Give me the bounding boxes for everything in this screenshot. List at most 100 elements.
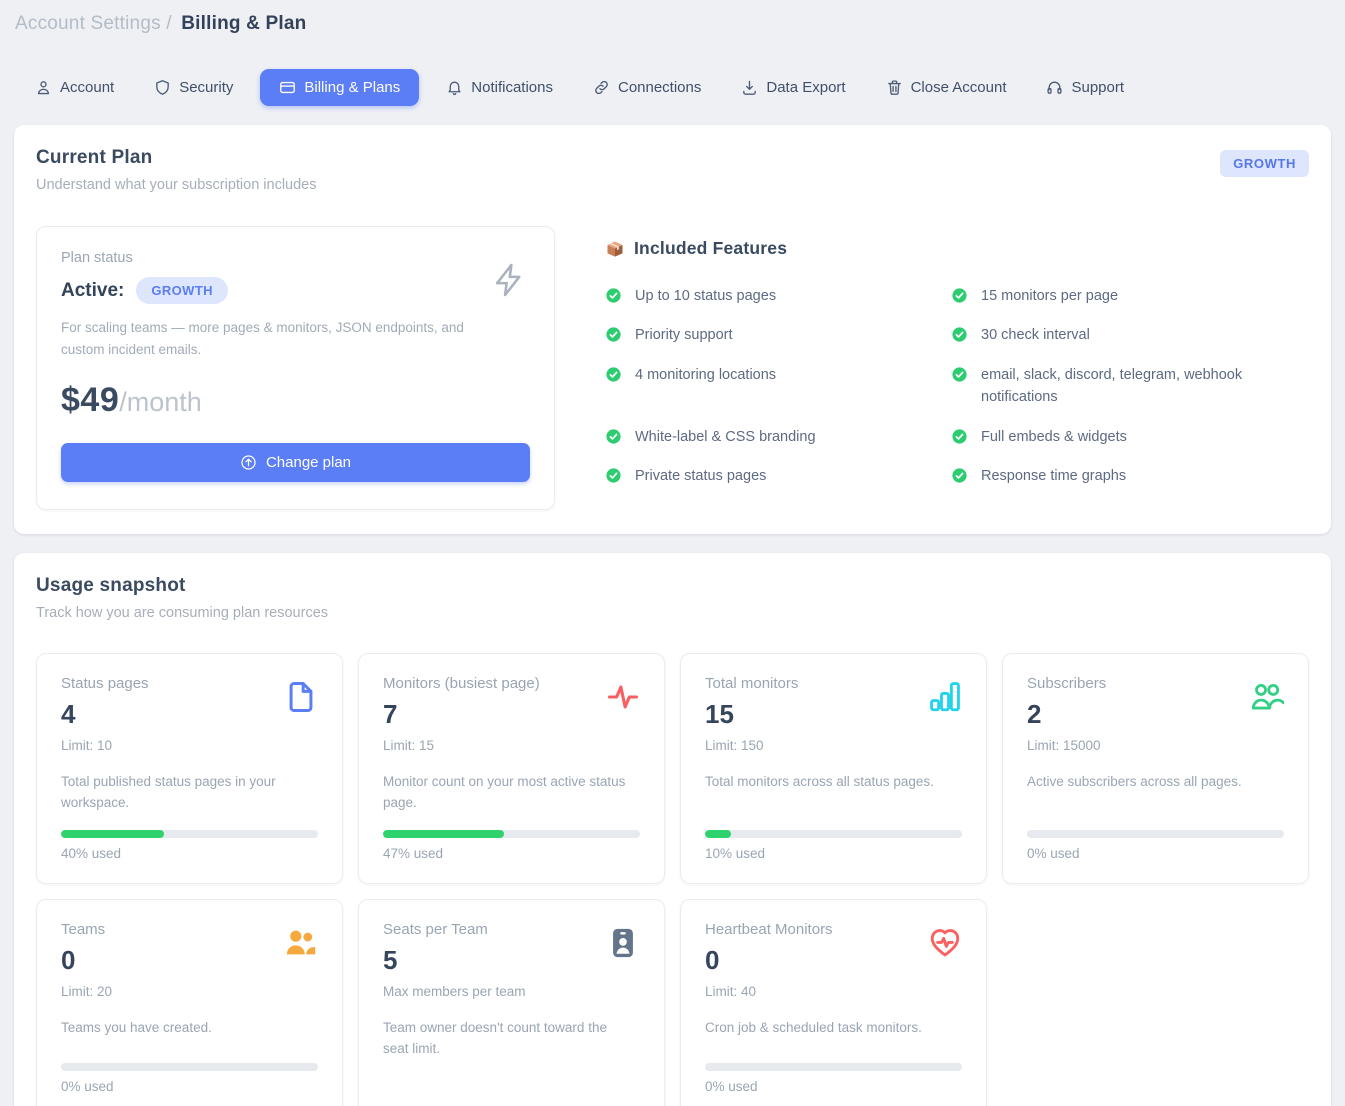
- usage-card-value: 4: [61, 699, 76, 729]
- progress-track: [61, 829, 318, 838]
- usage-percent-label: 47% used: [383, 845, 444, 861]
- feature-label: Private status pages: [635, 468, 767, 485]
- tab-support[interactable]: Support: [1033, 70, 1137, 105]
- usage-progress: 0% used: [705, 1047, 962, 1094]
- usage-card-title: Heartbeat Monitors: [705, 920, 833, 938]
- feature-label: email, slack, discord, telegram, webhook…: [981, 366, 1243, 406]
- tab-billing-plans[interactable]: Billing & Plans: [260, 69, 420, 106]
- id-badge-icon: [606, 926, 640, 960]
- usage-card-seats-per-team: Seats per Team 5 Max members per team Team …: [358, 898, 665, 1106]
- feature-item: 15 monitors per page: [951, 285, 1309, 307]
- check-circle-icon: [951, 428, 968, 445]
- bar-chart-icon: [928, 680, 962, 714]
- usage-header-text: Usage snapshot Track how you are consumi…: [36, 575, 328, 621]
- current-plan-header-text: Current Plan Understand what your subscr…: [36, 147, 316, 193]
- usage-header: Usage snapshot Track how you are consumi…: [36, 575, 1309, 621]
- progress-fill: [61, 829, 164, 838]
- usage-card-monitors-busiest-page: Monitors (busiest page) 7 Limit: 15 Monitor…: [358, 653, 665, 884]
- usage-card-limit: Max members per team: [383, 983, 526, 999]
- plan-price-amount: $49: [61, 381, 120, 420]
- feature-item: Full embeds & widgets: [951, 426, 1309, 448]
- tab-close-account[interactable]: Close Account: [873, 70, 1020, 105]
- team-icon: [284, 926, 318, 960]
- usage-card-description: Cron job & scheduled task monitors.: [705, 1019, 922, 1035]
- usage-card-status-pages: Status pages 4 Limit: 10 Total published st…: [36, 653, 343, 884]
- feature-item: 4 monitoring locations: [605, 364, 951, 409]
- usage-card-description: Total monitors across all status pages.: [705, 774, 934, 789]
- feature-label: Priority support: [635, 327, 733, 344]
- usage-card-description: Teams you have created.: [61, 1019, 212, 1035]
- feature-label: White-label & CSS branding: [635, 428, 816, 445]
- plan-description: For scaling teams — more pages & monitor…: [61, 320, 464, 357]
- change-plan-label: Change plan: [265, 454, 352, 472]
- usage-card-total-monitors: Total monitors 15 Limit: 150 Total monitors…: [680, 653, 987, 884]
- usage-cards-grid: Status pages 4 Limit: 10 Total published st…: [36, 653, 1309, 1106]
- tab-notifications[interactable]: Notifications: [433, 70, 566, 105]
- feature-label: 30 check interval: [981, 327, 1090, 344]
- tab-label: Support: [1071, 79, 1125, 96]
- usage-card-title: Subscribers: [1027, 675, 1107, 692]
- usage-progress: 47% used: [383, 814, 640, 861]
- feature-label: 15 monitors per page: [981, 288, 1119, 304]
- plan-status-badge: GROWTH: [136, 277, 228, 304]
- feature-item: Priority support: [605, 324, 951, 346]
- current-plan-title: Current Plan: [36, 147, 153, 168]
- check-circle-icon: [605, 287, 622, 304]
- feature-item: 30 check interval: [951, 324, 1309, 346]
- plan-price-period: /month: [119, 387, 202, 418]
- usage-card-limit: Limit: 20: [61, 983, 113, 999]
- usage-card-teams: Teams 0 Limit: 20 Teams you have created. 0%…: [36, 898, 343, 1106]
- usage-card-description: Team owner doesn't count toward the seat…: [383, 1019, 607, 1056]
- tab-label: Data Export: [766, 79, 846, 96]
- tab-security[interactable]: Security: [141, 70, 246, 105]
- tab-connections[interactable]: Connections: [580, 70, 714, 105]
- usage-percent-label: 0% used: [61, 1078, 114, 1094]
- settings-tab-bar: Account Security Billing & Plans Notificati…: [22, 69, 1345, 106]
- usage-snapshot-panel: Usage snapshot Track how you are consumi…: [14, 553, 1331, 1106]
- feature-item: Response time graphs: [951, 465, 1309, 487]
- check-circle-icon: [951, 366, 968, 383]
- headset-icon: [1046, 79, 1063, 96]
- usage-card-limit: Limit: 15: [383, 738, 435, 753]
- tab-account[interactable]: Account: [22, 70, 127, 105]
- breadcrumb: Account Settings / Billing & Plan: [0, 0, 1345, 35]
- progress-track: [61, 1062, 318, 1071]
- usage-card-heartbeat-monitors: Heartbeat Monitors 0 Limit: 40 Cron job & s…: [680, 898, 987, 1106]
- bell-icon: [446, 79, 463, 96]
- tab-label: Billing & Plans: [304, 79, 401, 96]
- usage-title: Usage snapshot: [36, 575, 186, 596]
- trash-icon: [886, 79, 903, 96]
- activity-icon: [606, 680, 640, 714]
- plan-price: $49 /month: [61, 381, 530, 420]
- usage-percent-label: 10% used: [705, 845, 766, 861]
- change-plan-button[interactable]: Change plan: [61, 443, 530, 483]
- tab-label: Notifications: [471, 79, 553, 96]
- usage-card-value: 0: [61, 944, 76, 975]
- tab-data-export[interactable]: Data Export: [728, 70, 858, 105]
- progress-fill: [383, 829, 504, 838]
- usage-progress: 0% used: [61, 1047, 318, 1094]
- tab-label: Security: [179, 79, 234, 96]
- included-features-header: Included Features: [605, 238, 1309, 259]
- plan-tier-badge: GROWTH: [1220, 150, 1309, 177]
- usage-card-value: 0: [705, 944, 720, 975]
- progress-track: [705, 1062, 962, 1071]
- current-plan-subtitle: Understand what your subscription includ…: [36, 177, 317, 193]
- usage-card-title: Monitors (busiest page): [383, 675, 540, 692]
- breadcrumb-section[interactable]: Account Settings /: [15, 13, 172, 34]
- check-circle-icon: [951, 326, 968, 343]
- usage-progress: 40% used: [61, 814, 318, 861]
- current-plan-content: Plan status Active: GROWTH For scaling t…: [36, 226, 1309, 510]
- usage-progress: 0% used: [1027, 814, 1284, 861]
- usage-card-value: 2: [1027, 699, 1042, 729]
- current-plan-header: Current Plan Understand what your subscr…: [36, 147, 1309, 193]
- usage-percent-label: 40% used: [61, 845, 122, 861]
- check-circle-icon: [605, 326, 622, 343]
- credit-card-icon: [279, 79, 296, 96]
- usage-card-title: Total monitors: [705, 675, 799, 692]
- plan-status-label: Plan status: [61, 250, 133, 266]
- check-circle-icon: [951, 287, 968, 304]
- progress-track: [705, 829, 962, 838]
- usage-card-limit: Limit: 10: [61, 738, 113, 753]
